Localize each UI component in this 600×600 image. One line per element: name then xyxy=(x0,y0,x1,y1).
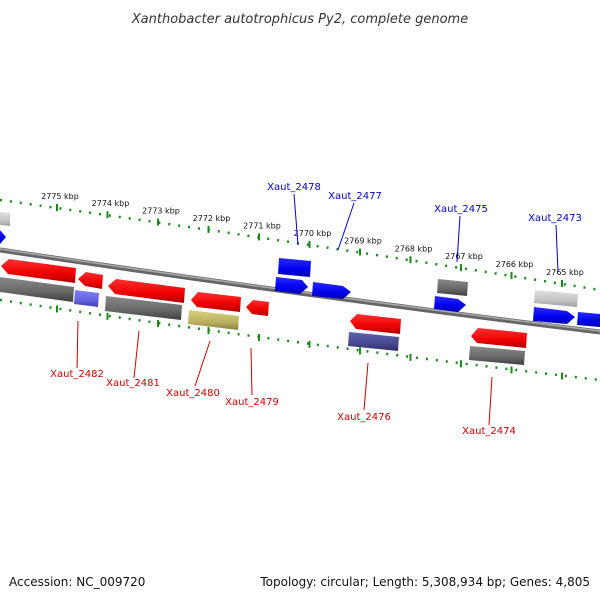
tick-label: 2765 kbp xyxy=(546,268,584,277)
gene-xaut-2476-red[interactable] xyxy=(350,314,401,334)
gene-label-xaut-2474[interactable]: Xaut_2474 xyxy=(462,426,516,437)
gene-xaut-2473[interactable] xyxy=(533,307,575,324)
tick-label: 2773 kbp xyxy=(142,207,180,216)
gene-label-xaut-2478[interactable]: Xaut_2478 xyxy=(267,182,321,193)
tick-label: 2774 kbp xyxy=(92,199,130,208)
gene-xaut-2478-b[interactable] xyxy=(275,277,308,294)
inner-tick-ring xyxy=(0,298,600,382)
tick-label: 2767 kbp xyxy=(445,252,483,261)
gene-xaut-2473-light[interactable] xyxy=(534,290,578,307)
gene-xaut-2481[interactable] xyxy=(105,296,182,320)
gene-xaut-2478[interactable] xyxy=(278,258,311,277)
reverse-strand-genes xyxy=(0,259,527,365)
tick-label: 2769 kbp xyxy=(344,237,382,246)
gene-left-edge-light[interactable] xyxy=(0,212,10,226)
gene-right-edge-blue[interactable] xyxy=(577,312,600,327)
gene-label-xaut-2476[interactable]: Xaut_2476 xyxy=(337,412,391,423)
tick-label: 2772 kbp xyxy=(193,214,231,223)
gene-label-xaut-2481[interactable]: Xaut_2481 xyxy=(106,378,160,389)
tick-label: 2771 kbp xyxy=(243,221,281,230)
gene-xaut-2475[interactable] xyxy=(434,296,466,312)
gene-xaut-2474[interactable] xyxy=(469,346,525,365)
label-leaders xyxy=(76,193,559,426)
gene-xaut-2476[interactable] xyxy=(348,332,399,351)
gene-left-edge-blue[interactable] xyxy=(0,230,6,244)
map-title: Xanthobacter autotrophicus Py2, complete… xyxy=(131,12,468,27)
gene-label-xaut-2473[interactable]: Xaut_2473 xyxy=(528,213,582,224)
outer-tick-ring xyxy=(0,198,600,292)
gene-label-xaut-2482[interactable]: Xaut_2482 xyxy=(50,369,104,380)
topology-text: Topology: circular; Length: 5,308,934 bp… xyxy=(259,575,590,589)
tick-label: 2768 kbp xyxy=(395,244,433,253)
reverse-gene-labels: Xaut_2482 Xaut_2481 Xaut_2480 Xaut_2479 … xyxy=(50,369,516,437)
major-ticks xyxy=(56,204,563,380)
gene-xaut-2482[interactable] xyxy=(74,290,99,307)
tick-label: 2770 kbp xyxy=(294,229,332,238)
forward-strand-genes xyxy=(0,212,600,327)
gene-xaut-2475-gray[interactable] xyxy=(437,279,468,296)
gene-xaut-2480[interactable] xyxy=(188,310,239,330)
gene-xaut-2480-red[interactable] xyxy=(191,292,241,312)
gene-xaut-2482-red[interactable] xyxy=(1,259,76,283)
tick-label: 2775 kbp xyxy=(41,192,79,201)
gene-xaut-2479[interactable] xyxy=(246,300,269,316)
gene-label-xaut-2479[interactable]: Xaut_2479 xyxy=(225,397,279,408)
gene-label-xaut-2475[interactable]: Xaut_2475 xyxy=(434,204,488,215)
gene-label-xaut-2480[interactable]: Xaut_2480 xyxy=(166,388,220,399)
gene-xaut-2477[interactable] xyxy=(312,282,351,299)
gene-xaut-2482-red-small[interactable] xyxy=(78,272,103,289)
gene-label-xaut-2477[interactable]: Xaut_2477 xyxy=(328,191,382,202)
gene-xaut-2482-gray[interactable] xyxy=(0,277,74,302)
gene-xaut-2474-red[interactable] xyxy=(471,328,527,348)
tick-labels: 2775 kbp 2774 kbp 2773 kbp 2772 kbp 2771 kbp… xyxy=(41,192,584,277)
forward-gene-labels: Xaut_2478 Xaut_2477 Xaut_2475 Xaut_2473 xyxy=(267,182,582,224)
tick-label: 2766 kbp xyxy=(496,260,534,269)
accession-text: Accession: NC_009720 xyxy=(9,575,145,589)
gene-xaut-2481-red[interactable] xyxy=(108,279,185,303)
